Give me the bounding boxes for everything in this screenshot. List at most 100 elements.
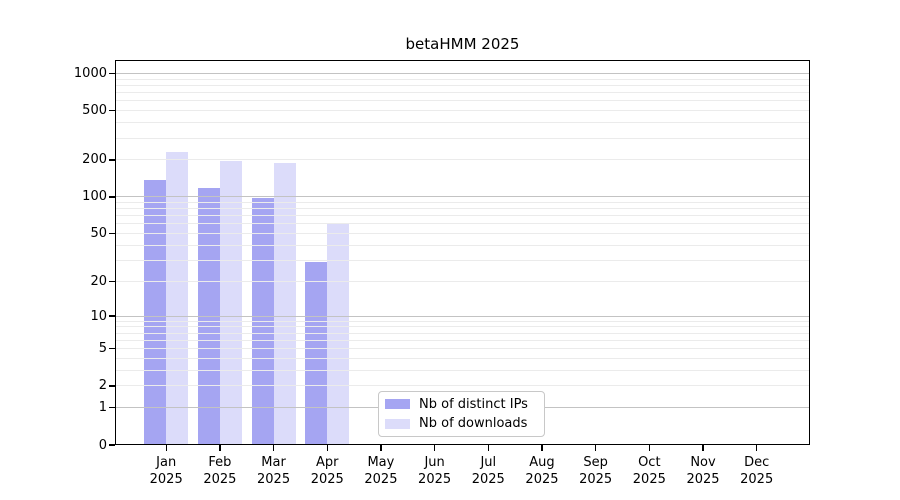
minor-gridline	[115, 78, 810, 80]
minor-gridline	[115, 244, 810, 246]
x-tick-mark	[756, 445, 758, 451]
y-tick-mark	[109, 444, 115, 446]
minor-gridline	[115, 326, 810, 328]
minor-gridline	[115, 223, 810, 225]
x-tick-mark	[648, 445, 650, 451]
legend-item-downloads: Nb of downloads	[385, 416, 536, 433]
x-tick-label: Sep 2025	[564, 454, 628, 488]
y-tick-label: 1000	[73, 66, 107, 82]
x-tick-month: Jul	[480, 455, 497, 470]
x-tick-month: Nov	[690, 455, 716, 470]
y-tick-mark	[109, 385, 115, 387]
x-tick-month: Feb	[208, 455, 232, 470]
x-tick-label: Jul 2025	[456, 454, 520, 488]
downloads-bar-apr	[327, 223, 350, 445]
legend: Nb of distinct IPs Nb of downloads	[378, 391, 545, 437]
x-tick-mark	[433, 445, 436, 451]
x-tick-month: May	[367, 455, 395, 470]
y-tick-label: 100	[82, 189, 107, 205]
x-tick-label: Jun 2025	[403, 454, 467, 488]
x-tick-mark	[165, 445, 167, 451]
x-tick-mark	[702, 445, 704, 451]
minor-gridline	[115, 233, 810, 235]
legend-label: Nb of distinct IPs	[419, 396, 528, 412]
distinct-ips-swatch	[385, 399, 410, 410]
y-tick-label: 5	[98, 341, 107, 357]
x-tick-month: Mar	[261, 455, 286, 470]
x-tick-year: 2025	[740, 472, 774, 487]
minor-gridline	[115, 369, 810, 371]
x-tick-mark	[541, 445, 543, 451]
y-tick-mark	[109, 232, 115, 235]
minor-gridline	[115, 339, 810, 341]
minor-gridline	[115, 85, 810, 87]
x-tick-mark	[595, 445, 597, 451]
minor-gridline	[115, 215, 810, 217]
minor-gridline	[115, 201, 810, 203]
downloads-bar-feb	[219, 161, 242, 445]
legend-label: Nb of downloads	[419, 416, 528, 432]
x-tick-label: Feb 2025	[188, 454, 252, 488]
minor-gridline	[115, 159, 810, 161]
x-tick-month: Oct	[638, 455, 661, 470]
x-tick-label: Oct 2025	[617, 454, 681, 488]
minor-gridline	[115, 320, 810, 322]
minor-gridline	[115, 332, 810, 334]
y-tick-mark	[109, 72, 115, 75]
y-tick-label: 500	[82, 103, 107, 119]
x-tick-label: May 2025	[349, 454, 413, 488]
minor-gridline	[115, 137, 810, 139]
x-tick-year: 2025	[364, 472, 398, 487]
x-tick-mark	[219, 445, 221, 451]
minor-gridline	[115, 100, 810, 102]
x-tick-month: Aug	[529, 455, 555, 470]
y-tick-mark	[109, 196, 115, 198]
downloads-bar-jan	[166, 152, 189, 445]
distinct-ips-bar-jan	[144, 179, 167, 445]
x-tick-year: 2025	[632, 472, 666, 487]
x-tick-label: Aug 2025	[510, 454, 574, 488]
minor-gridline	[115, 280, 810, 282]
x-tick-year: 2025	[418, 472, 452, 487]
y-tick-mark	[109, 348, 115, 350]
y-tick-label: 50	[90, 226, 107, 242]
x-tick-mark	[380, 445, 382, 451]
x-tick-month: Apr	[315, 455, 339, 470]
x-tick-month: Jun	[424, 455, 445, 470]
distinct-ips-bar-apr	[305, 262, 328, 445]
x-tick-month: Sep	[583, 455, 608, 470]
y-tick-label: 10	[90, 308, 107, 324]
minor-gridline	[115, 348, 810, 350]
legend-item-distinct-ips: Nb of distinct IPs	[385, 396, 536, 413]
y-tick-mark	[109, 110, 115, 112]
x-tick-year: 2025	[310, 472, 344, 487]
x-tick-mark	[487, 445, 489, 451]
x-tick-label: Dec 2025	[725, 454, 789, 488]
major-gridline	[115, 73, 810, 75]
x-tick-label: Mar 2025	[242, 454, 306, 488]
x-tick-year: 2025	[579, 472, 613, 487]
minor-gridline	[115, 357, 810, 359]
x-tick-label: Jan 2025	[134, 454, 198, 488]
minor-gridline	[115, 110, 810, 112]
x-tick-month: Dec	[744, 455, 770, 470]
x-tick-year: 2025	[257, 472, 291, 487]
major-gridline	[115, 196, 810, 198]
y-tick-mark	[109, 280, 115, 282]
y-tick-label: 200	[82, 152, 107, 168]
y-tick-mark	[109, 159, 115, 161]
x-tick-year: 2025	[471, 472, 505, 487]
x-tick-mark	[326, 445, 328, 451]
x-tick-label: Nov 2025	[671, 454, 735, 488]
x-tick-year: 2025	[525, 472, 559, 487]
minor-gridline	[115, 122, 810, 124]
chart-title: betaHMM 2025	[405, 35, 520, 53]
x-tick-year: 2025	[686, 472, 720, 487]
y-tick-label: 2	[98, 378, 107, 394]
major-gridline	[115, 315, 810, 317]
x-tick-label: Apr 2025	[295, 454, 359, 488]
y-tick-label: 0	[98, 437, 107, 453]
x-tick-month: Jan	[156, 455, 177, 470]
